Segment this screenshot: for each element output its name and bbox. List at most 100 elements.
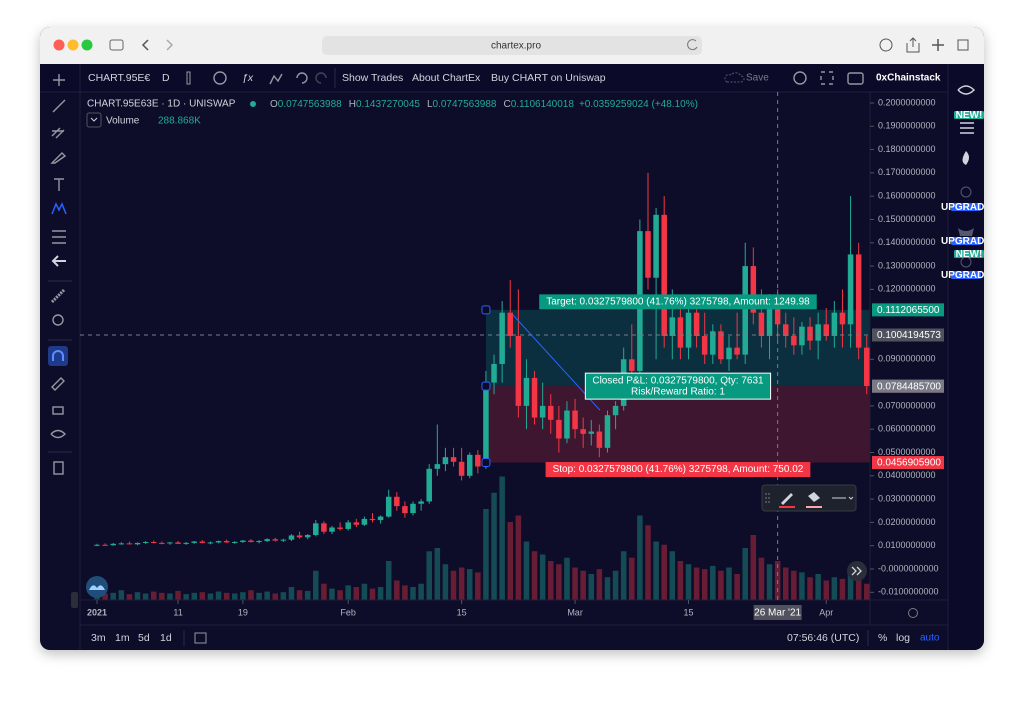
range-button[interactable]: 5d	[138, 632, 150, 644]
volume-bar	[718, 570, 724, 600]
redo-button[interactable]	[315, 72, 327, 84]
range-button[interactable]: 1d	[160, 632, 172, 644]
goto-date-button[interactable]	[194, 632, 207, 644]
candle-body	[418, 501, 424, 504]
settings-button[interactable]	[793, 71, 807, 85]
reload-button[interactable]	[687, 39, 698, 51]
fib-tool[interactable]	[51, 127, 65, 139]
range-button[interactable]: 1m	[115, 632, 130, 644]
templates-button[interactable]	[269, 73, 283, 85]
candle-body	[774, 301, 781, 325]
scroll-left[interactable]	[71, 592, 78, 608]
forward-button[interactable]	[166, 39, 174, 51]
minimize-button[interactable]	[67, 39, 79, 51]
percent-toggle[interactable]: %	[878, 632, 887, 644]
candle-body	[142, 541, 149, 543]
indicators-button[interactable]: ƒx	[242, 72, 254, 84]
candle-body	[329, 527, 335, 532]
watch-icon[interactable]	[957, 85, 976, 95]
url-bar[interactable]	[322, 36, 702, 55]
magnet-tool[interactable]	[48, 346, 68, 366]
interval-button[interactable]: D	[162, 72, 170, 84]
list-icon[interactable]	[960, 122, 974, 134]
candle-body	[369, 518, 376, 521]
chart: 0.2000000000 0.1900000000 0.1800000000 0.17…	[80, 92, 948, 625]
collapse-button[interactable]	[86, 112, 102, 128]
snapshot-button[interactable]	[847, 72, 864, 85]
candle-body	[782, 324, 789, 336]
delete-tool[interactable]	[53, 461, 64, 475]
prediction-tool[interactable]	[52, 230, 66, 244]
hide-tools[interactable]	[51, 255, 66, 267]
close-button[interactable]	[53, 39, 65, 51]
visibility-tool[interactable]	[50, 429, 66, 439]
hot-icon[interactable]	[962, 151, 970, 165]
candle-body	[207, 542, 214, 544]
chartex-logo[interactable]	[86, 576, 108, 598]
back-button[interactable]	[141, 39, 149, 51]
line-color-button[interactable]	[781, 493, 793, 505]
brush-tool[interactable]	[50, 152, 67, 164]
candle-body	[426, 468, 432, 502]
line-style-button[interactable]	[832, 496, 854, 500]
chart-type-button[interactable]	[186, 71, 191, 85]
volume-bar	[369, 588, 376, 600]
volume-bar	[361, 583, 368, 600]
candle-body	[434, 464, 441, 469]
scroll-to-realtime[interactable]	[847, 561, 867, 581]
position-handle[interactable]	[481, 305, 491, 315]
symbol-search[interactable]: CHART.95E€	[88, 72, 150, 84]
candle-body	[280, 539, 287, 541]
undo-button[interactable]	[296, 72, 308, 84]
axis-settings[interactable]	[908, 608, 918, 618]
candle-body	[758, 312, 765, 336]
volume-bar	[766, 564, 773, 600]
position-handle[interactable]	[481, 458, 491, 468]
legend-ohlc: O0.0747563988 H0.1437270045 L0.0747563988 C…	[270, 99, 698, 110]
drag-handle[interactable]	[765, 493, 770, 503]
save-button[interactable]: Save	[746, 73, 769, 84]
fullscreen-button[interactable]	[820, 71, 834, 85]
text-tool[interactable]	[54, 178, 64, 191]
candle-body	[677, 317, 684, 348]
volume-bar	[296, 590, 303, 600]
tabs-button[interactable]	[957, 39, 969, 51]
volume-bar	[142, 593, 149, 600]
zoom-tool[interactable]	[52, 314, 64, 326]
volume-bar	[758, 557, 765, 600]
range-button[interactable]: 3m	[91, 632, 106, 644]
show-trades-button[interactable]: Show Trades	[342, 72, 403, 84]
share-button[interactable]	[906, 37, 920, 53]
auto-toggle[interactable]: auto	[920, 633, 940, 644]
position-label: Stop: 0.0327579800 (41.76%) 3275798, Amo…	[553, 464, 804, 475]
fill-color-button[interactable]	[808, 492, 820, 502]
locked-icon[interactable]	[960, 186, 972, 198]
position-handle[interactable]	[481, 381, 491, 391]
sidebar-badges: NEW! UPGRADE UPGRADE NEW! UPGRADE	[941, 110, 984, 281]
candle-body	[458, 461, 465, 476]
account-name[interactable]: 0xChainstack	[876, 73, 941, 84]
lock-tool[interactable]	[52, 406, 64, 415]
locked-icon-2[interactable]	[958, 228, 974, 236]
sidebar-button[interactable]	[109, 39, 124, 51]
about-button[interactable]: About ChartEx	[412, 72, 481, 84]
volume-bar	[377, 587, 384, 600]
price-badge-label: 0.1112065500	[877, 305, 940, 316]
buy-button[interactable]: Buy CHART on Uniswap	[491, 72, 606, 84]
trendline-tool[interactable]	[52, 99, 66, 113]
volume-bar	[742, 548, 748, 600]
y-tick-label: -0.0100000000	[878, 587, 939, 597]
new-tab-button[interactable]	[932, 39, 944, 51]
candle-body	[791, 335, 797, 346]
lock-drawing-tool[interactable]	[51, 377, 65, 391]
log-toggle[interactable]: log	[896, 632, 910, 644]
compare-button[interactable]	[213, 71, 227, 85]
zoom-button[interactable]	[81, 39, 93, 51]
candle-body	[491, 363, 497, 383]
volume-bar	[629, 557, 635, 600]
pattern-tool[interactable]	[51, 202, 67, 215]
candle-body	[94, 544, 100, 546]
downloads-button[interactable]	[879, 38, 893, 52]
crosshair-tool[interactable]	[53, 74, 65, 86]
candle-body	[288, 535, 295, 540]
